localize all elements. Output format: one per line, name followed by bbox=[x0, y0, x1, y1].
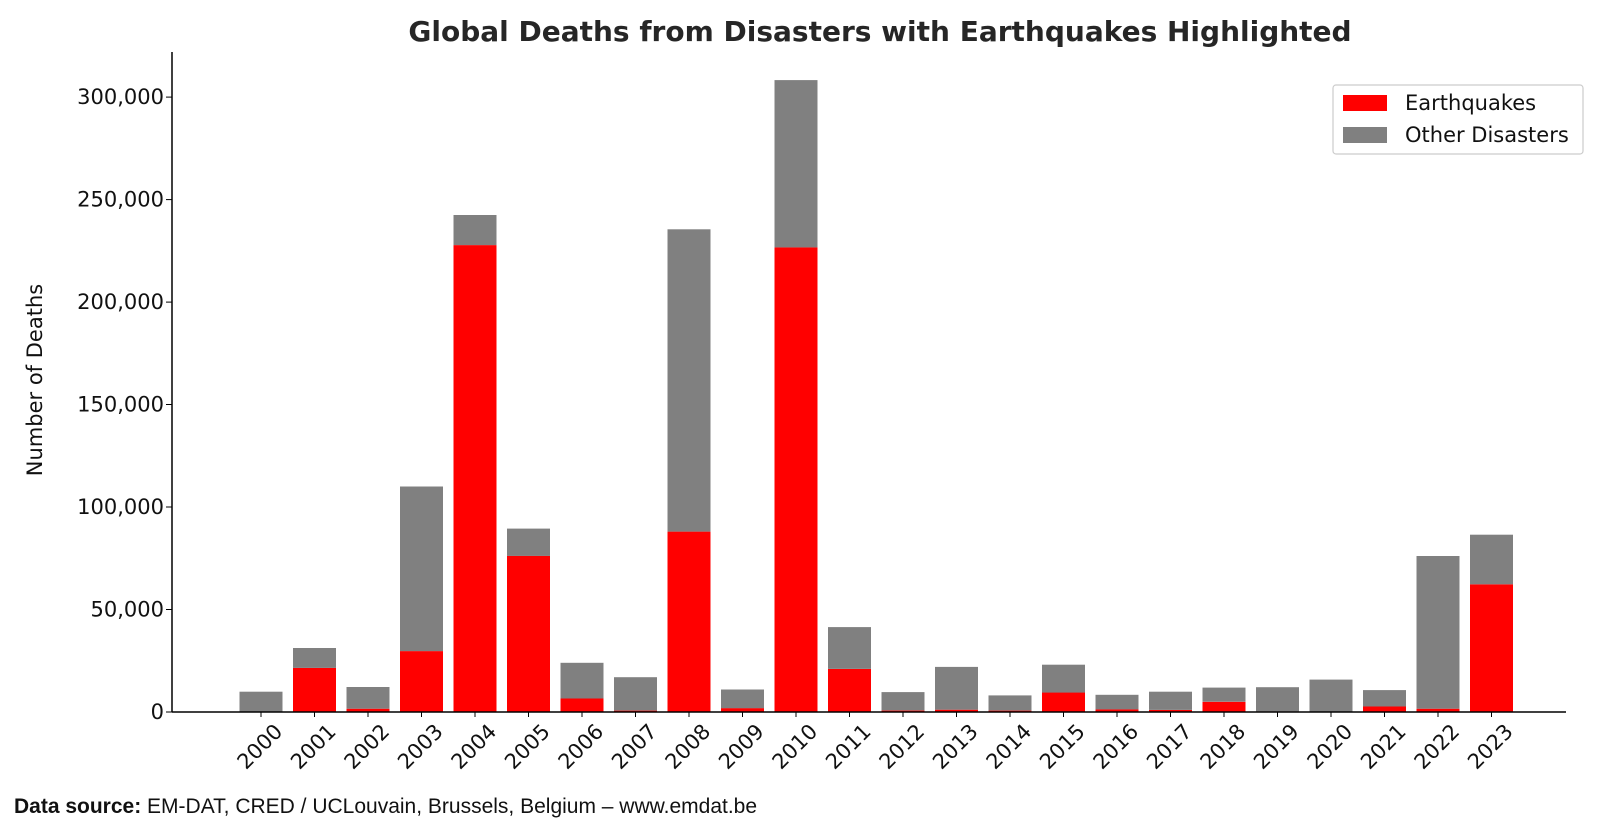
x-tick-label-2010: 2010 bbox=[768, 719, 823, 774]
bar-other-disasters-2006 bbox=[560, 662, 604, 699]
x-tick-label-2021: 2021 bbox=[1356, 719, 1411, 774]
bar-earthquakes-2023 bbox=[1470, 584, 1513, 712]
data-source-label: Data source: bbox=[14, 795, 142, 818]
x-tick-label-2007: 2007 bbox=[607, 719, 662, 774]
bar-other-disasters-2008 bbox=[667, 229, 711, 532]
y-tick-label: 250,000 bbox=[77, 188, 164, 212]
bar-other-disasters-2022 bbox=[1416, 556, 1460, 709]
x-tick-label-2008: 2008 bbox=[661, 719, 716, 774]
bar-earthquakes-2016 bbox=[1095, 709, 1139, 712]
bar-other-disasters-2007 bbox=[614, 677, 657, 711]
x-tick-label-2018: 2018 bbox=[1196, 719, 1251, 774]
bar-other-disasters-2000 bbox=[239, 691, 283, 712]
bar-other-disasters-2021 bbox=[1363, 690, 1406, 707]
x-tick-label-2003: 2003 bbox=[393, 719, 448, 774]
y-tick-label: 100,000 bbox=[77, 495, 164, 519]
bar-earthquakes-2008 bbox=[667, 531, 711, 712]
bar-other-disasters-2010 bbox=[774, 80, 818, 248]
y-ticks-group: 0 50,000 100,000 150,000 200,000 250,000 300,0… bbox=[77, 85, 172, 724]
x-tick-label-2000: 2000 bbox=[233, 719, 288, 774]
bar-earthquakes-2009 bbox=[721, 708, 764, 712]
bar-earthquakes-2015 bbox=[1042, 692, 1085, 712]
x-tick-label-2006: 2006 bbox=[554, 719, 609, 774]
y-tick-label: 200,000 bbox=[77, 290, 164, 314]
bar-other-disasters-2003 bbox=[400, 486, 443, 652]
bar-other-disasters-2009 bbox=[721, 689, 764, 709]
bar-earthquakes-2022 bbox=[1416, 708, 1460, 712]
bar-other-disasters-2016 bbox=[1095, 694, 1139, 710]
x-tick-label-2002: 2002 bbox=[340, 719, 395, 774]
x-tick-label-2013: 2013 bbox=[928, 719, 983, 774]
bar-other-disasters-2013 bbox=[935, 666, 978, 710]
x-tick-label-2012: 2012 bbox=[875, 719, 930, 774]
bar-earthquakes-2010 bbox=[774, 247, 818, 713]
x-tick-label-2022: 2022 bbox=[1410, 719, 1465, 774]
y-tick-label: 0 bbox=[151, 700, 164, 724]
bar-other-disasters-2001 bbox=[293, 648, 336, 668]
bar-other-disasters-2004 bbox=[453, 215, 497, 246]
x-ticks-group: 2000200120022003200420052006200720082009… bbox=[233, 712, 1518, 774]
bar-other-disasters-2023 bbox=[1470, 534, 1513, 585]
x-tick-label-2019: 2019 bbox=[1249, 719, 1304, 774]
bar-earthquakes-2017 bbox=[1149, 710, 1192, 712]
bar-earthquakes-2013 bbox=[935, 709, 978, 712]
legend-label-other-disasters: Other Disasters bbox=[1405, 123, 1569, 147]
x-tick-label-2011: 2011 bbox=[821, 719, 876, 774]
data-source-text: EM-DAT, CRED / UCLouvain, Brussels, Belg… bbox=[141, 795, 758, 818]
bars-group bbox=[239, 80, 1513, 713]
bar-other-disasters-2002 bbox=[346, 687, 390, 709]
x-tick-label-2005: 2005 bbox=[500, 719, 555, 774]
x-tick-label-2016: 2016 bbox=[1089, 719, 1144, 774]
x-tick-label-2015: 2015 bbox=[1035, 719, 1090, 774]
y-tick-label: 300,000 bbox=[77, 85, 164, 109]
bar-other-disasters-2011 bbox=[828, 627, 871, 669]
legend-label-earthquakes: Earthquakes bbox=[1405, 91, 1536, 115]
bar-earthquakes-2018 bbox=[1202, 701, 1246, 712]
x-tick-label-2020: 2020 bbox=[1303, 719, 1358, 774]
legend-frame bbox=[1332, 84, 1584, 155]
bar-other-disasters-2014 bbox=[988, 695, 1032, 711]
bar-earthquakes-2001 bbox=[293, 667, 336, 712]
bar-earthquakes-2002 bbox=[346, 708, 390, 712]
x-tick-label-2009: 2009 bbox=[714, 719, 769, 774]
y-axis-label: Number of Deaths bbox=[23, 284, 47, 476]
legend-swatch-earthquakes bbox=[1343, 95, 1387, 111]
bar-earthquakes-2005 bbox=[507, 555, 550, 712]
bar-other-disasters-2005 bbox=[507, 528, 550, 556]
stacked-bar-chart: Global Deaths from Disasters with Earthq… bbox=[23, 15, 1584, 774]
legend: Earthquakes Other Disasters bbox=[1332, 84, 1584, 155]
bar-other-disasters-2018 bbox=[1202, 687, 1246, 702]
x-tick-label-2004: 2004 bbox=[447, 719, 502, 774]
y-tick-label: 150,000 bbox=[77, 393, 164, 417]
x-tick-label-2014: 2014 bbox=[982, 719, 1037, 774]
x-tick-label-2001: 2001 bbox=[286, 719, 341, 774]
bar-other-disasters-2019 bbox=[1256, 687, 1299, 712]
data-source-caption: Data source: EM-DAT, CRED / UCLouvain, B… bbox=[14, 795, 757, 819]
bar-other-disasters-2020 bbox=[1309, 679, 1353, 712]
bar-earthquakes-2021 bbox=[1363, 706, 1406, 712]
bar-other-disasters-2017 bbox=[1149, 691, 1192, 710]
x-tick-label-2023: 2023 bbox=[1463, 719, 1518, 774]
y-tick-label: 50,000 bbox=[91, 598, 164, 622]
bar-earthquakes-2006 bbox=[560, 698, 604, 712]
legend-swatch-other-disasters bbox=[1343, 127, 1387, 143]
chart-title: Global Deaths from Disasters with Earthq… bbox=[408, 15, 1351, 48]
bar-other-disasters-2015 bbox=[1042, 664, 1085, 693]
bar-earthquakes-2004 bbox=[453, 245, 497, 712]
bar-earthquakes-2011 bbox=[828, 669, 871, 712]
x-tick-label-2017: 2017 bbox=[1142, 719, 1197, 774]
bar-other-disasters-2012 bbox=[881, 692, 925, 711]
bar-earthquakes-2003 bbox=[400, 651, 443, 712]
